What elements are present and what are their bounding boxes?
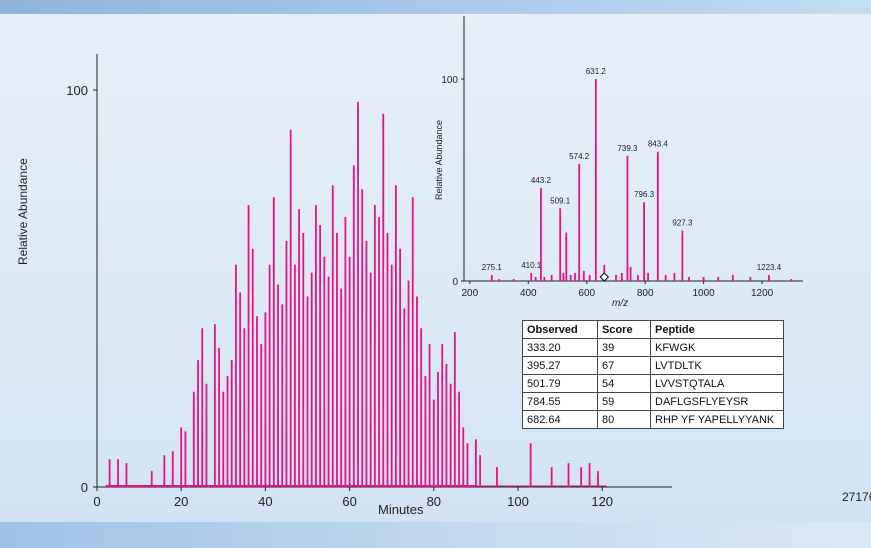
spectrum-x-tick-label: 800 bbox=[637, 288, 654, 299]
observed-cell: 682.64 bbox=[522, 410, 598, 429]
table-header-row: Observed Score Peptide bbox=[522, 320, 784, 339]
spectrum-peak-label: 796.3 bbox=[634, 190, 655, 199]
spectrum-peak-label: 410.1 bbox=[521, 261, 542, 270]
spectrum-x-tick-label: 200 bbox=[462, 288, 479, 299]
score-cell: 80 bbox=[597, 410, 651, 429]
observed-cell: 333.20 bbox=[522, 338, 598, 357]
peptide-cell: LVTDLTK bbox=[650, 356, 784, 375]
table-row: 682.64 80 RHP YF YAPELLYYANK bbox=[522, 410, 784, 429]
chromatogram-y-axis-label: Relative Abundance bbox=[16, 158, 30, 265]
chromatogram-x-tick-label: 40 bbox=[258, 494, 272, 509]
spectrum-x-tick-label: 1000 bbox=[693, 288, 716, 299]
score-cell: 39 bbox=[597, 338, 651, 357]
top-band bbox=[0, 0, 871, 14]
peptide-cell: RHP YF YAPELLYYANK bbox=[650, 410, 784, 429]
chromatogram-x-tick-label: 120 bbox=[591, 494, 613, 509]
spectrum-y-tick-label: 100 bbox=[441, 75, 458, 86]
chromatogram-x-tick-label: 100 bbox=[507, 494, 529, 509]
spectrum-x-tick-label: 400 bbox=[520, 288, 537, 299]
spectrum-peak-label: 1223.4 bbox=[757, 263, 782, 272]
peptide-cell: DAFLGSFLYEYSR bbox=[650, 392, 784, 411]
spectrum-peak-label: 574.2 bbox=[569, 152, 590, 161]
spectrum-x-tick-label: 600 bbox=[578, 288, 595, 299]
spectrum-peak-label: 443.2 bbox=[531, 176, 552, 185]
spectrum-peak-label: 631.2 bbox=[586, 67, 607, 76]
column-header-peptide: Peptide bbox=[650, 320, 784, 339]
bottom-band bbox=[0, 522, 871, 548]
observed-cell: 501.79 bbox=[522, 374, 598, 393]
peptide-table: Observed Score Peptide 333.20 39 KFWGK 3… bbox=[522, 320, 784, 429]
observed-cell: 395.27 bbox=[522, 356, 598, 375]
table-row: 395.27 67 LVTDLTK bbox=[522, 356, 784, 375]
chromatogram-x-tick-label: 60 bbox=[342, 494, 356, 509]
table-row: 333.20 39 KFWGK bbox=[522, 338, 784, 357]
figure-id: 27176 bbox=[842, 490, 871, 504]
spectrum-peak-label: 275.1 bbox=[482, 263, 503, 272]
spectrum-peak-label: 739.3 bbox=[617, 144, 638, 153]
column-header-score: Score bbox=[597, 320, 651, 339]
spectrum-x-tick-label: 1200 bbox=[751, 288, 774, 299]
score-cell: 54 bbox=[597, 374, 651, 393]
chromatogram-y-tick-label: 0 bbox=[81, 480, 88, 495]
spectrum-y-tick-label: 0 bbox=[452, 277, 458, 288]
table-row: 784.55 59 DAFLGSFLYEYSR bbox=[522, 392, 784, 411]
score-cell: 59 bbox=[597, 392, 651, 411]
table-row: 501.79 54 LVVSTQTALA bbox=[522, 374, 784, 393]
precursor-marker bbox=[599, 272, 610, 282]
chromatogram-x-tick-label: 0 bbox=[93, 494, 100, 509]
chromatogram-x-tick-label: 20 bbox=[174, 494, 188, 509]
peptide-cell: KFWGK bbox=[650, 338, 784, 357]
chromatogram-x-tick-label: 80 bbox=[427, 494, 441, 509]
peptide-cell: LVVSTQTALA bbox=[650, 374, 784, 393]
spectrum-y-axis-label: Relative Abundance bbox=[434, 119, 444, 200]
chromatogram-x-axis-label: Minutes bbox=[378, 502, 424, 517]
chromatogram-y-tick-label: 100 bbox=[66, 83, 88, 98]
score-cell: 67 bbox=[597, 356, 651, 375]
spectrum-peak-label: 927.3 bbox=[672, 219, 693, 228]
column-header-observed: Observed bbox=[522, 320, 598, 339]
spectrum-peak-label: 509.1 bbox=[550, 196, 571, 205]
observed-cell: 784.55 bbox=[522, 392, 598, 411]
spectrum-peak-label: 843.4 bbox=[648, 140, 669, 149]
spectrum-x-axis-label: m/z bbox=[612, 298, 629, 309]
